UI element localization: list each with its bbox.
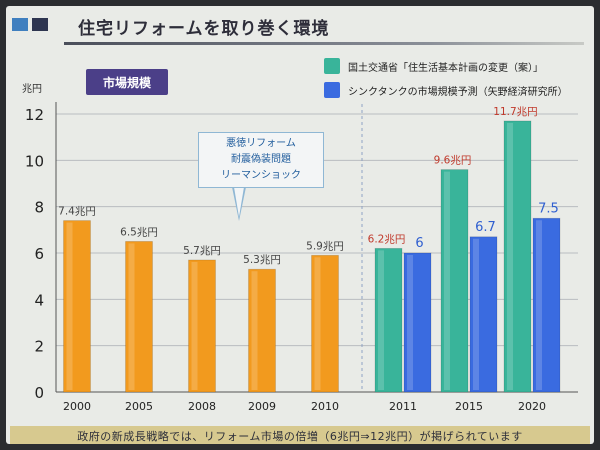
title-underline xyxy=(64,42,584,45)
market-size-badge: 市場規模 xyxy=(86,69,168,95)
callout-line: リーマンショック xyxy=(221,170,301,181)
bar-thinktank xyxy=(532,217,561,393)
bar-mlit xyxy=(440,169,469,393)
data-label: 11.7兆円 xyxy=(493,106,537,118)
legend-item-thinktank: シンクタンクの市場規模予測（矢野経済研究所） xyxy=(324,80,594,100)
x-tick-label: 2000 xyxy=(63,400,91,413)
y-tick-label: 6 xyxy=(34,245,44,263)
y-axis-unit: 兆円 xyxy=(22,84,42,95)
y-tick-label: 12 xyxy=(25,106,44,124)
legend-swatch-thinktank xyxy=(324,82,340,98)
bar-thinktank xyxy=(469,236,498,393)
bar-highlight xyxy=(191,261,198,390)
callout-line: 悪徳リフォーム xyxy=(226,138,296,149)
bar-mlit xyxy=(503,120,532,393)
data-label: 5.7兆円 xyxy=(183,245,221,257)
slide: 住宅リフォームを取り巻く環境 兆円 市場規模 国土交通省「住生活基本計画の変更（… xyxy=(6,6,594,444)
legend-label-thinktank: シンクタンクの市場規模予測（矢野経済研究所） xyxy=(348,87,568,98)
bar-highlight xyxy=(314,257,321,390)
data-label: 7.5 xyxy=(538,201,559,216)
bar-historical xyxy=(311,254,339,393)
y-tick-label: 0 xyxy=(34,384,44,402)
bar-historical xyxy=(188,259,216,393)
callout-pointer-fill xyxy=(234,187,244,217)
y-tick-label: 2 xyxy=(34,338,44,356)
bar-historical xyxy=(63,220,91,393)
bar-highlight xyxy=(128,243,135,390)
bar-historical xyxy=(125,241,153,393)
bar-highlight xyxy=(66,222,73,390)
policy-footer: 政府の新成長戦略では、リフォーム市場の倍増（6兆円⇒12兆円）が掲げられています xyxy=(10,426,590,444)
data-label: 7.4兆円 xyxy=(58,206,96,218)
x-tick-label: 2020 xyxy=(518,400,546,413)
x-tick-label: 2008 xyxy=(188,400,216,413)
y-tick-label: 8 xyxy=(34,199,44,217)
bar-highlight xyxy=(251,271,258,390)
bar-highlight xyxy=(536,220,542,390)
x-tick-label: 2015 xyxy=(455,400,483,413)
data-label: 6.7 xyxy=(475,220,496,235)
data-label: 6.2兆円 xyxy=(368,233,406,245)
legend-item-mlit: 国土交通省「住生活基本計画の変更（案）」 xyxy=(324,56,594,76)
bar-thinktank xyxy=(403,252,432,393)
bar-highlight xyxy=(444,171,450,390)
slide-header: 住宅リフォームを取り巻く環境 xyxy=(6,6,594,48)
slide-title: 住宅リフォームを取り巻く環境 xyxy=(78,19,330,39)
event-callout: 悪徳リフォーム 耐震偽装問題 リーマンショック xyxy=(198,132,324,188)
bar-highlight xyxy=(407,255,413,390)
bar-chart: 0 2 4 6 8 10 12 7.4兆円 2000 6.5兆円 2005 5.7兆円 2008 5.3兆… xyxy=(25,102,578,413)
bar-highlight xyxy=(473,238,479,390)
data-label: 5.9兆円 xyxy=(306,240,344,252)
callout-line: 耐震偽装問題 xyxy=(231,154,291,165)
data-label: 5.3兆円 xyxy=(243,254,281,266)
bar-historical xyxy=(248,268,276,393)
bar-mlit xyxy=(374,247,403,393)
data-label: 6 xyxy=(415,236,423,251)
x-tick-label: 2009 xyxy=(248,400,276,413)
data-label: 9.6兆円 xyxy=(434,155,472,167)
data-label: 6.5兆円 xyxy=(120,226,158,238)
y-tick-label: 4 xyxy=(34,291,44,309)
x-tick-label: 2005 xyxy=(125,400,153,413)
bar-highlight xyxy=(507,122,513,390)
header-square-icon xyxy=(12,18,28,31)
x-tick-label: 2010 xyxy=(311,400,339,413)
legend-label-mlit: 国土交通省「住生活基本計画の変更（案）」 xyxy=(348,63,543,74)
header-square-icon xyxy=(32,18,48,31)
y-tick-label: 10 xyxy=(25,152,44,170)
legend-swatch-mlit xyxy=(324,58,340,74)
bar-highlight xyxy=(378,250,384,390)
x-tick-label: 2011 xyxy=(389,400,417,413)
